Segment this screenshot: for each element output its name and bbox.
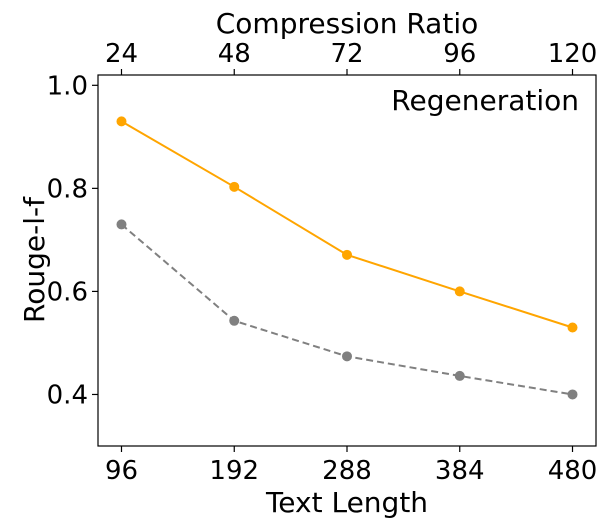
y-tick-label: 0.6 [47,277,88,307]
y-tick-label: 0.8 [47,174,88,204]
series-0-point [454,286,465,297]
x-tick-label: 288 [322,456,372,486]
y-tick-label: 1.0 [47,71,88,101]
x2-tick-label: 72 [330,39,363,69]
series-1-point [116,219,127,230]
series-1-point [454,370,465,381]
x2-tick-label: 120 [548,39,598,69]
x2-tick-label: 24 [105,39,138,69]
y-tick-label: 0.4 [47,380,88,410]
series-0-point [116,116,127,127]
series-0-point [567,322,578,333]
series-1-point [229,315,240,326]
y-axis-label: Rouge-l-f [18,196,51,323]
annotation-label: Regeneration [391,84,579,117]
x2-tick-label: 48 [218,39,251,69]
plot-frame [97,74,597,447]
x-tick-label: 480 [548,456,598,486]
series-1-point [567,389,578,400]
ticks-layer: 96 192 288 384 480 24 48 72 96 120 0.4 0.6 0.8 1.0 [47,39,598,486]
series-0-point [229,181,240,192]
x2-axis-label: Compression Ratio [216,7,478,40]
series-layer [116,116,578,400]
x-axis-label: Text Length [265,486,428,519]
x-tick-label: 192 [209,456,259,486]
x2-tick-label: 96 [443,39,476,69]
series-1-point [342,351,352,362]
series-line-0 [120,120,573,329]
x-tick-label: 384 [435,456,485,486]
series-0-point [342,249,352,260]
x-tick-label: 96 [105,456,138,486]
